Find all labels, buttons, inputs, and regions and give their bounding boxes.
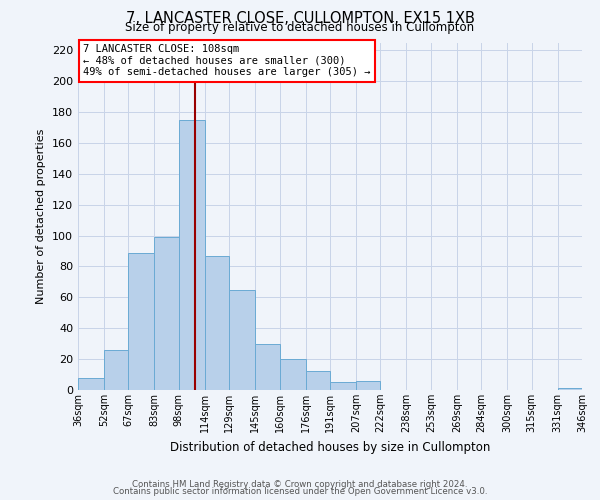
Text: Contains HM Land Registry data © Crown copyright and database right 2024.: Contains HM Land Registry data © Crown c… [132, 480, 468, 489]
Text: 7 LANCASTER CLOSE: 108sqm
← 48% of detached houses are smaller (300)
49% of semi: 7 LANCASTER CLOSE: 108sqm ← 48% of detac… [83, 44, 371, 78]
Text: Size of property relative to detached houses in Cullompton: Size of property relative to detached ho… [125, 22, 475, 35]
Bar [205, 256, 229, 390]
Bar [557, 388, 582, 390]
Text: Contains public sector information licensed under the Open Government Licence v3: Contains public sector information licen… [113, 487, 487, 496]
Bar [255, 344, 280, 390]
Bar [280, 359, 305, 390]
Bar [154, 237, 179, 390]
Bar [330, 382, 356, 390]
Y-axis label: Number of detached properties: Number of detached properties [37, 128, 46, 304]
Bar [179, 120, 205, 390]
Bar [229, 290, 255, 390]
Text: 7, LANCASTER CLOSE, CULLOMPTON, EX15 1XB: 7, LANCASTER CLOSE, CULLOMPTON, EX15 1XB [125, 11, 475, 26]
Bar [78, 378, 104, 390]
Bar [104, 350, 128, 390]
Bar [356, 380, 380, 390]
Bar [305, 372, 330, 390]
X-axis label: Distribution of detached houses by size in Cullompton: Distribution of detached houses by size … [170, 440, 490, 454]
Bar [128, 252, 154, 390]
